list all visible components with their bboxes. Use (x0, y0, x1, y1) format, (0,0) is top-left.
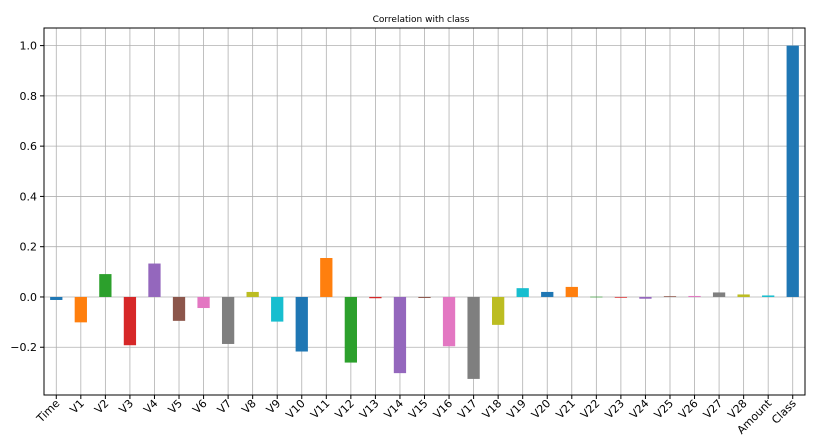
x-tick-label: V12 (333, 397, 357, 421)
x-tick-label: V5 (166, 397, 185, 416)
x-tick-label: V24 (627, 397, 651, 421)
bar-v2 (99, 274, 112, 297)
y-tick-label: 0.4 (20, 190, 38, 203)
x-tick-label: V23 (603, 397, 627, 421)
chart-title: Correlation with class (373, 15, 470, 25)
bar-v15 (418, 296, 431, 298)
x-tick-label: V21 (553, 397, 577, 421)
bar-v28 (737, 294, 750, 297)
bar-v26 (688, 295, 701, 297)
bar-v12 (344, 296, 357, 363)
bar-v9 (271, 296, 284, 322)
x-tick-label: V16 (431, 397, 455, 421)
bars (50, 45, 799, 379)
x-tick-label: V3 (117, 397, 136, 416)
y-tick-label: 0.2 (20, 241, 38, 254)
x-tick-label: V26 (676, 397, 700, 421)
x-tick-label: V14 (382, 397, 406, 421)
x-tick-label: V25 (652, 397, 676, 421)
y-axis-ticks: −0.2 0.0 0.2 0.4 0.6 0.8 1.0 (10, 40, 44, 354)
x-tick-label: V15 (406, 397, 430, 421)
bar-v25 (663, 296, 677, 297)
bar-v8 (246, 291, 259, 297)
bar-v5 (172, 296, 186, 321)
bar-v19 (516, 288, 529, 297)
x-tick-label: V13 (357, 397, 381, 421)
x-tick-label: V17 (455, 397, 479, 421)
x-tick-label: V22 (578, 397, 602, 421)
bar-v6 (197, 296, 210, 309)
x-tick-label: V6 (190, 397, 209, 416)
x-tick-label: V7 (215, 397, 234, 416)
bar-v23 (614, 296, 628, 298)
y-tick-label: 0.8 (20, 90, 38, 103)
bar-class (786, 45, 799, 297)
y-tick-label: 0.0 (20, 291, 38, 304)
bar-amount (762, 295, 775, 297)
bar-v4 (148, 263, 161, 297)
bar-v16 (442, 296, 456, 347)
bar-v18 (492, 296, 505, 325)
x-tick-label: Class (769, 397, 799, 427)
bar-v21 (565, 286, 578, 297)
bar-v7 (221, 296, 235, 344)
bar-v24 (639, 296, 652, 299)
bar-v17 (467, 296, 480, 379)
bar-v10 (295, 296, 308, 352)
y-tick-label: 0.6 (20, 140, 38, 153)
x-tick-label: V8 (239, 397, 258, 416)
bar-v14 (393, 296, 407, 374)
bar-v27 (712, 292, 726, 297)
x-tick-label: V1 (67, 397, 86, 416)
bar-v20 (541, 291, 554, 297)
bar-v22 (590, 296, 603, 298)
bar-time (50, 296, 63, 300)
bar-v3 (123, 296, 137, 346)
x-tick-label: Time (33, 397, 62, 426)
x-tick-label: V9 (264, 397, 283, 416)
bar-v11 (320, 258, 333, 297)
x-tick-label: V20 (529, 397, 553, 421)
x-tick-label: V27 (701, 397, 725, 421)
bar-v1 (74, 296, 87, 323)
y-tick-label: 1.0 (20, 40, 38, 53)
bar-v13 (369, 296, 382, 299)
x-tick-label: V19 (504, 397, 528, 421)
x-tick-label: V11 (308, 397, 332, 421)
x-tick-label: V4 (141, 397, 160, 416)
y-tick-label: −0.2 (10, 341, 37, 354)
x-tick-label: V10 (283, 397, 307, 421)
x-tick-label: V18 (480, 397, 504, 421)
x-axis-ticks: Time V1 V2 V3 V4 V5 V6 V7 V8 V9 V10 V11 V12 V13 V14 V15… (33, 395, 799, 437)
grid (44, 28, 805, 395)
x-tick-label: V2 (92, 397, 111, 416)
